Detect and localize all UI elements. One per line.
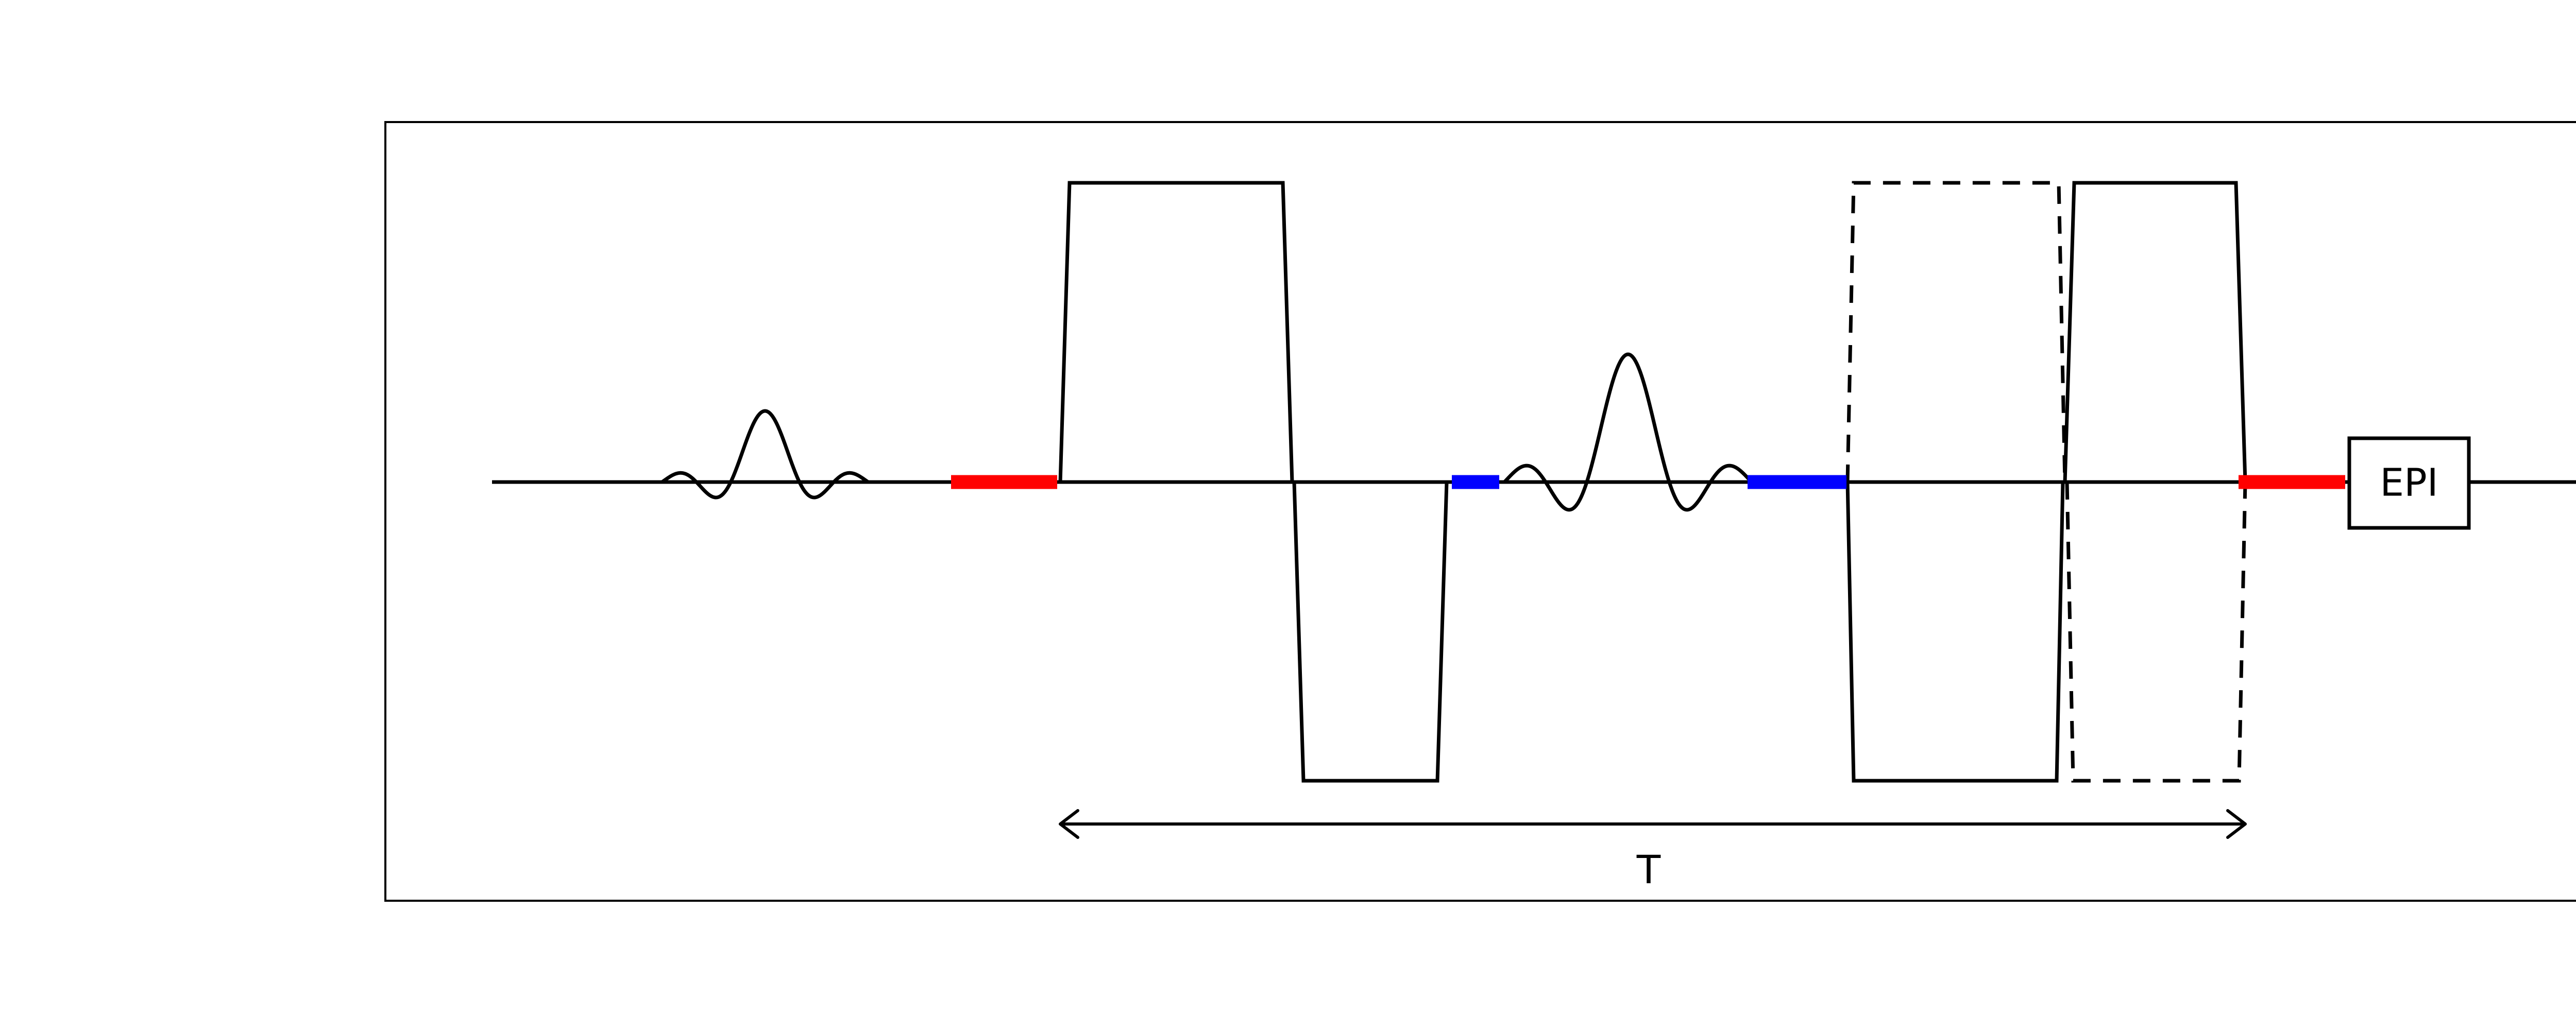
bipolar-gradient-second-dashed — [1845, 181, 2247, 783]
diffusion-time-arrow — [1059, 809, 2247, 839]
figure-frame — [384, 121, 2576, 902]
diffusion-marker-red-first — [951, 475, 1057, 489]
sinc-rf-excitation-pulse — [660, 409, 870, 500]
bipolar-gradient-first — [1058, 181, 1449, 783]
diffusion-marker-red-second — [2239, 475, 2345, 489]
sinc-rf-refocusing-pulse — [1502, 352, 1754, 512]
diffusion-time-label: T — [1636, 847, 1661, 892]
arrow-head-left-icon — [1059, 809, 1079, 839]
diffusion-marker-blue-first — [1452, 475, 1499, 489]
arrow-head-right-icon — [2226, 809, 2247, 839]
bipolar-gradient-second-solid — [1845, 181, 2247, 783]
epi-readout-label: EPI — [2380, 461, 2438, 505]
epi-readout-box — [2347, 436, 2471, 530]
diffusion-marker-blue-second — [1748, 475, 1846, 489]
